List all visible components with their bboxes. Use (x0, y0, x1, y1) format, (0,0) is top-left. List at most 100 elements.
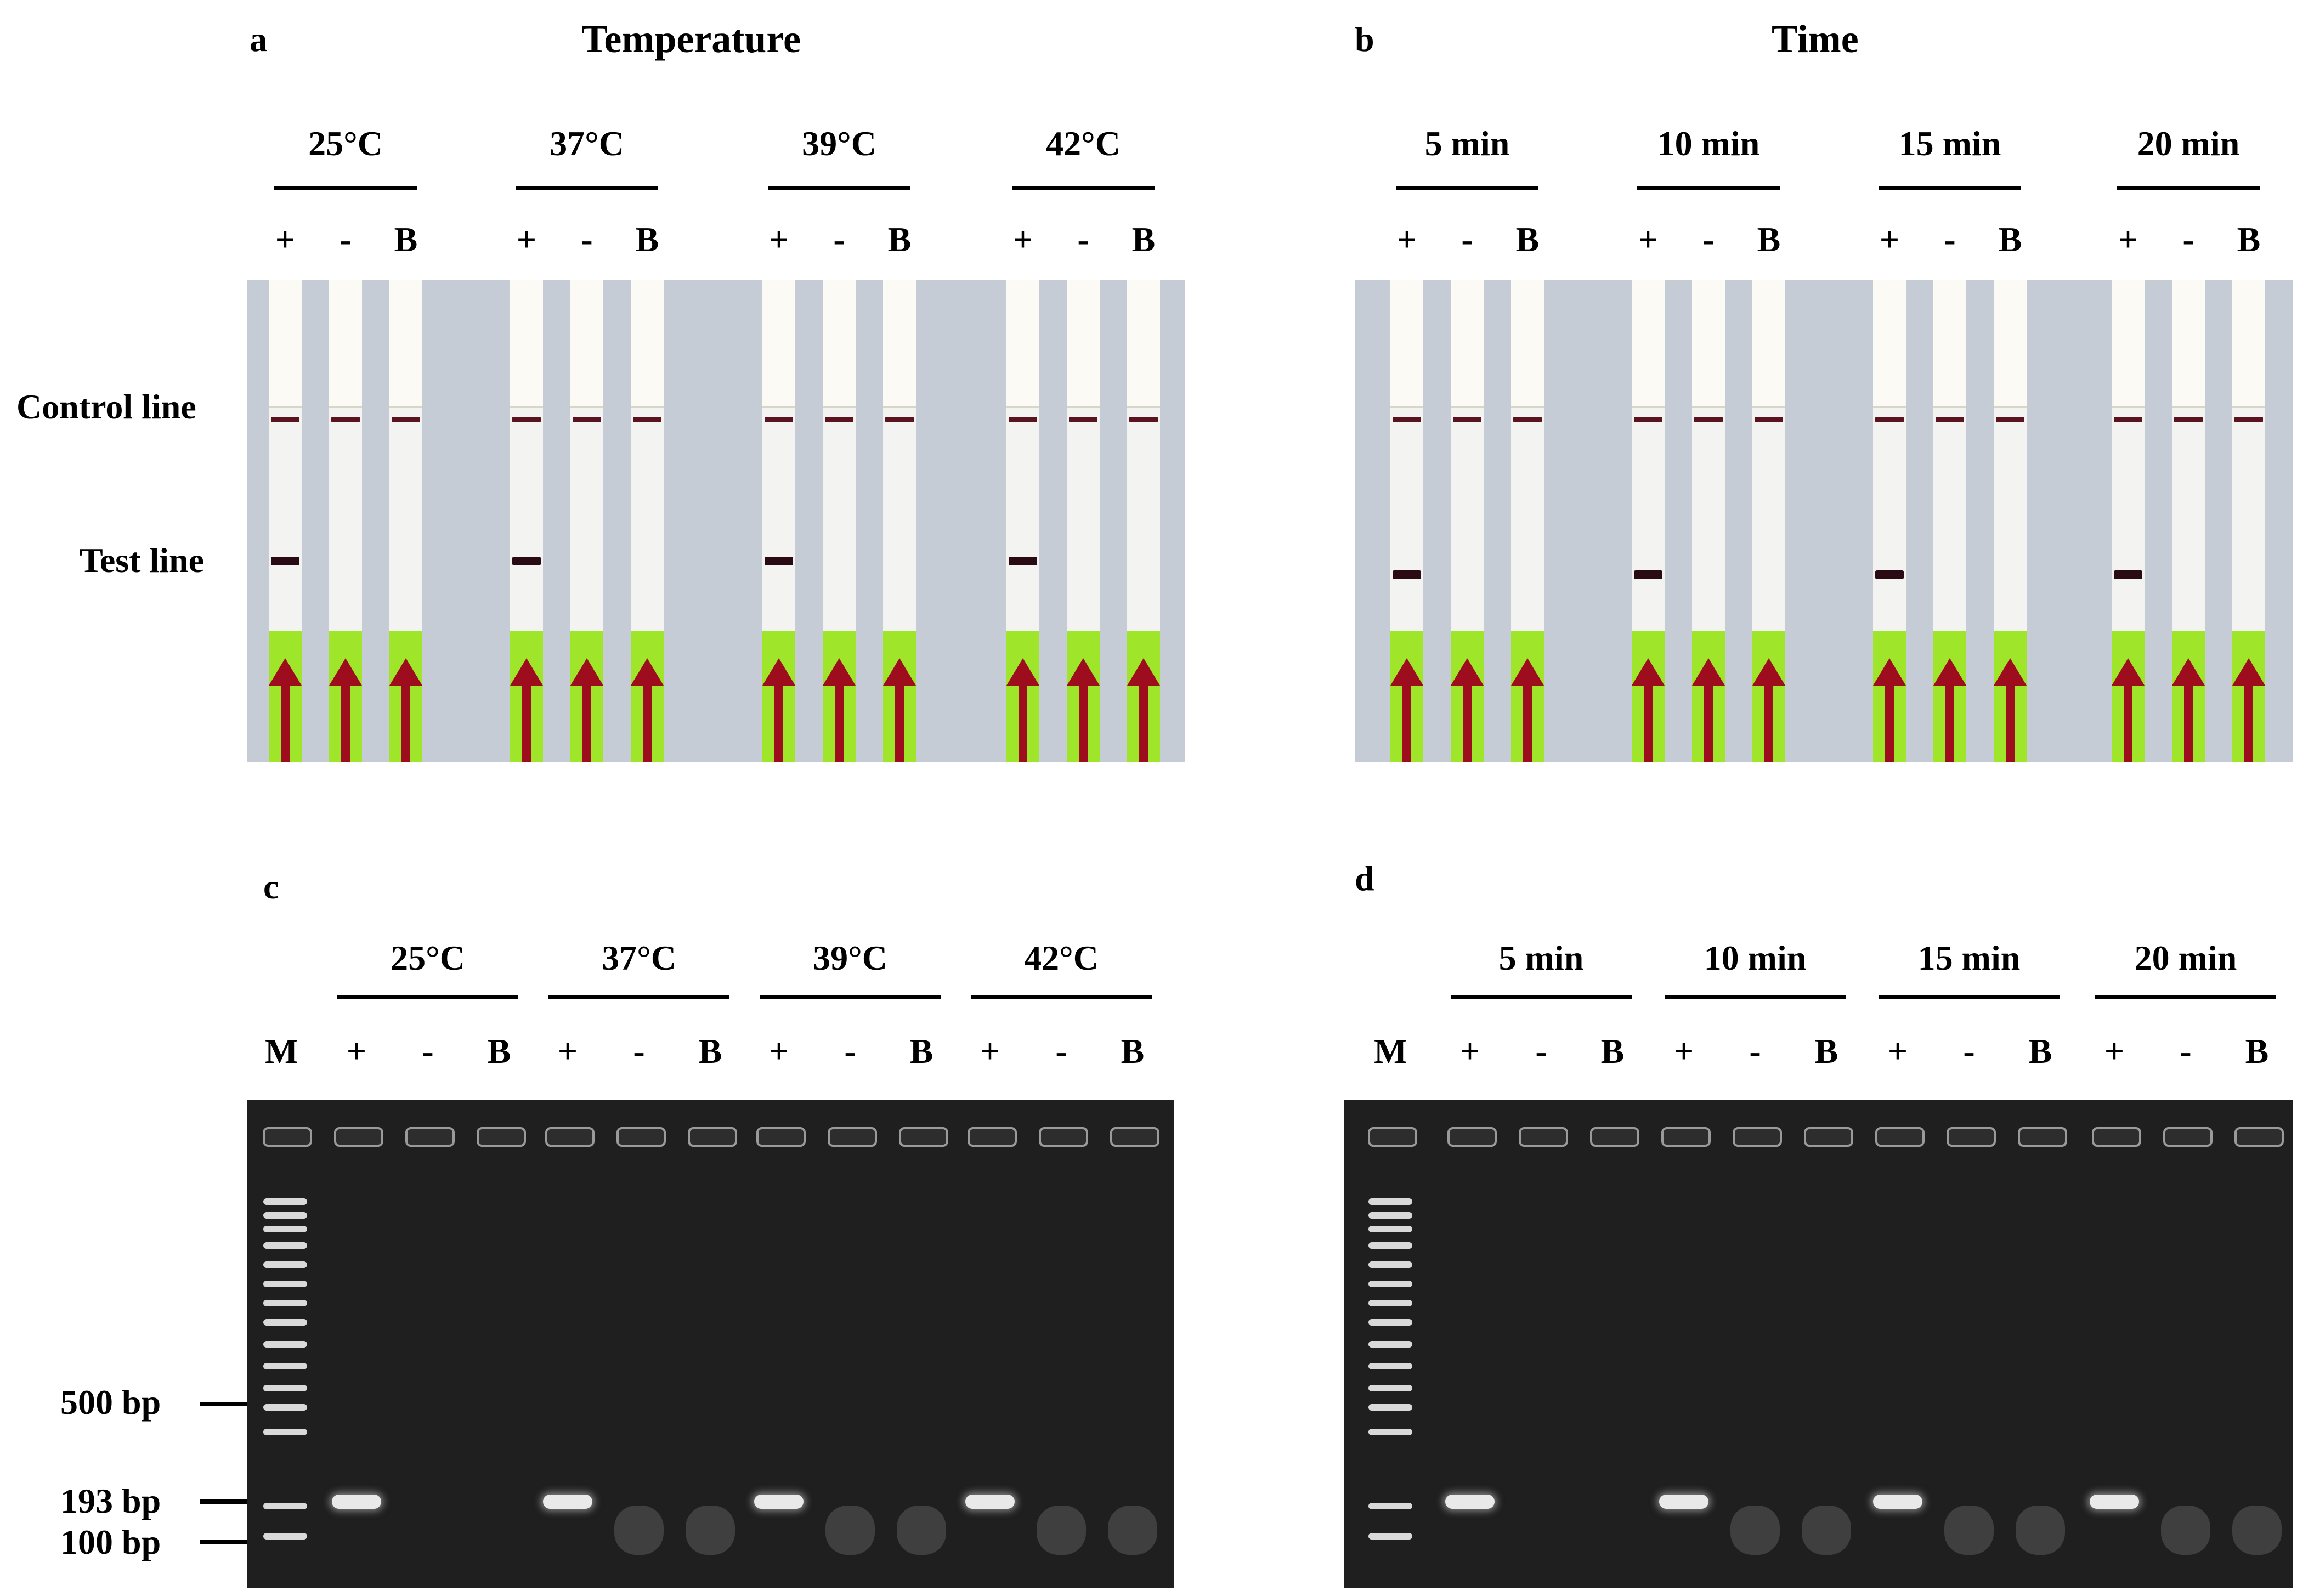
lane-sign-positive: + (1396, 220, 1417, 259)
lane-sign-positive: + (768, 1032, 789, 1071)
lane-sign-negative: - (1702, 220, 1715, 259)
gel-temperature-underline (760, 995, 941, 999)
gel-well (2018, 1127, 2067, 1147)
test-strip (1994, 280, 2027, 762)
amplicon-band (965, 1495, 1015, 1509)
strip-arrow (2244, 680, 2253, 762)
strip-arrowhead (510, 658, 543, 686)
test-band (765, 557, 793, 565)
lane-sign-negative: - (844, 1032, 856, 1071)
gel-time-label: 15 min (1917, 938, 2021, 977)
test-strip (1067, 280, 1100, 762)
control-band (1996, 417, 2024, 422)
control-band (2174, 417, 2203, 422)
gel-time-underline (1451, 995, 1632, 999)
control-band (2234, 417, 2263, 422)
control-band (1694, 417, 1723, 422)
time-underline (1637, 186, 1780, 190)
ladder-band (263, 1404, 307, 1411)
test-strip (510, 280, 543, 762)
ladder-band (1368, 1198, 1412, 1205)
test-strip (1451, 280, 1484, 762)
control-line-label: Control line (16, 387, 196, 426)
control-band (1755, 417, 1783, 422)
gel-well (688, 1127, 737, 1147)
strip-arrowhead (762, 658, 795, 686)
gel-well (1590, 1127, 1639, 1147)
lane-sign-negative: - (1963, 1032, 1975, 1071)
strip-arrow (895, 680, 904, 762)
control-band (1453, 417, 1481, 422)
ladder-band (263, 1300, 307, 1306)
strip-cap (510, 280, 543, 408)
strip-arrow (2006, 680, 2015, 762)
lane-sign-positive: + (1012, 220, 1033, 259)
strip-arrow (1945, 680, 1954, 762)
gel-time-underline (2095, 995, 2276, 999)
primer-dimer-smear (1944, 1506, 1994, 1555)
test-band (271, 557, 299, 565)
ladder-band (263, 1242, 307, 1249)
strip-photo-temperature (247, 280, 1185, 762)
lane-sign-blank: B (1121, 1032, 1145, 1071)
lane-sign-blank: B (887, 220, 912, 259)
strip-arrowhead (2232, 658, 2265, 686)
strip-arrowhead (2112, 658, 2145, 686)
lane-sign-positive: + (768, 220, 789, 259)
lane-sign-blank: B (2237, 220, 2261, 259)
gel-well (1039, 1127, 1088, 1147)
strip-cap (1067, 280, 1100, 408)
gel-well (1110, 1127, 1159, 1147)
strip-cap (2112, 280, 2145, 408)
test-band (1393, 570, 1421, 579)
gel-well (477, 1127, 526, 1147)
control-band (1129, 417, 1158, 422)
lane-sign-negative: - (833, 220, 845, 259)
strip-cap (329, 280, 362, 408)
gel-temperature-label: 42°C (1024, 938, 1099, 977)
lane-sign-blank: B (1515, 220, 1540, 259)
strip-arrow (401, 680, 410, 762)
gel-well (616, 1127, 666, 1147)
control-band (1513, 417, 1542, 422)
strip-cap (269, 280, 302, 408)
test-strip (1390, 280, 1423, 762)
gel-well (1875, 1127, 1925, 1147)
control-band (885, 417, 914, 422)
control-band (331, 417, 360, 422)
amplicon-band (1873, 1495, 1922, 1509)
control-band (633, 417, 661, 422)
strip-cap (1933, 280, 1966, 408)
ladder-band (263, 1261, 307, 1268)
primer-dimer-smear (1730, 1506, 1780, 1555)
lane-sign-negative: - (633, 1032, 645, 1071)
gel-well (334, 1127, 383, 1147)
temperature-label: 39°C (802, 124, 876, 163)
ladder-band (1368, 1385, 1412, 1391)
primer-dimer-smear (2016, 1506, 2065, 1555)
ladder-band (1368, 1281, 1412, 1287)
strip-cap (1451, 280, 1484, 408)
strip-cap (2232, 280, 2265, 408)
test-strip (1511, 280, 1544, 762)
control-band (1875, 417, 1904, 422)
lane-sign-negative: - (2182, 220, 2194, 259)
primer-dimer-smear (1037, 1506, 1086, 1555)
bp-193-tick (200, 1499, 247, 1504)
strip-photo-time (1355, 280, 2293, 762)
ladder-band (263, 1226, 307, 1232)
primer-dimer-smear (825, 1506, 875, 1555)
test-strip (1632, 280, 1665, 762)
strip-arrow (774, 680, 783, 762)
strip-cap (1632, 280, 1665, 408)
strip-arrow (281, 680, 290, 762)
marker-label-c: M (265, 1032, 298, 1071)
gel-temperature-underline (548, 995, 729, 999)
lane-sign-blank: B (1757, 220, 1781, 259)
ladder-band (1368, 1404, 1412, 1411)
ladder-band (1368, 1363, 1412, 1369)
strip-arrow (522, 680, 531, 762)
gel-well (1447, 1127, 1497, 1147)
time-label: 10 min (1657, 124, 1760, 163)
control-band (2114, 417, 2142, 422)
